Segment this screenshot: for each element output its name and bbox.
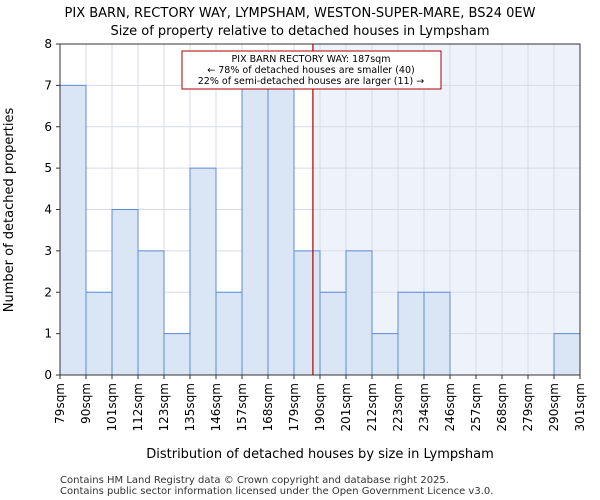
bar (293, 250, 321, 376)
bar (111, 209, 139, 376)
x-tick-label: 301sqm (573, 383, 587, 431)
y-tick-label: 1 (44, 327, 52, 341)
annotation-line-1: PIX BARN RECTORY WAY: 187sqm (232, 54, 391, 65)
y-tick-label: 6 (44, 120, 52, 134)
x-tick-label: 290sqm (547, 383, 561, 431)
bar (189, 167, 217, 376)
annotation-line-2: ← 78% of detached houses are smaller (40… (207, 65, 414, 76)
x-tick-label: 212sqm (365, 383, 379, 431)
bar (319, 291, 347, 376)
bar (397, 291, 425, 376)
bar (553, 333, 581, 376)
annotation-frame (181, 50, 442, 90)
x-axis-ticks: 79sqm 90sqm 101sqm 112sqm 123sqm 135sqm 146sqm… (53, 43, 587, 431)
x-tick-label: 179sqm (287, 383, 301, 431)
bar (163, 333, 191, 376)
chart-subtitle: Size of property relative to detached ho… (110, 24, 489, 39)
y-tick-label: 4 (44, 203, 52, 217)
footer-line-1: Contains HM Land Registry data © Crown c… (60, 475, 449, 486)
x-tick-label: 135sqm (183, 383, 197, 431)
bar (215, 291, 243, 376)
x-tick-label: 168sqm (261, 383, 275, 431)
x-tick-label: 190sqm (313, 383, 327, 431)
y-tick-label: 8 (44, 37, 52, 51)
bar (59, 84, 87, 376)
x-tick-label: 79sqm (53, 383, 67, 424)
y-tick-label: 5 (44, 161, 52, 175)
x-axis-label: Distribution of detached houses by size … (146, 447, 494, 462)
x-tick-label: 246sqm (443, 383, 457, 431)
x-tick-label: 112sqm (131, 383, 145, 431)
bar (137, 250, 165, 376)
bar (241, 84, 269, 376)
y-tick-label: 2 (44, 285, 52, 299)
x-tick-label: 257sqm (469, 383, 483, 431)
x-tick-label: 157sqm (235, 383, 249, 431)
x-tick-label: 101sqm (105, 383, 119, 431)
bar (85, 291, 113, 376)
chart-title: PIX BARN, RECTORY WAY, LYMPSHAM, WESTON-… (65, 6, 536, 21)
x-tick-label: 223sqm (391, 383, 405, 431)
x-tick-label: 146sqm (209, 383, 223, 431)
x-tick-label: 279sqm (521, 383, 535, 431)
x-tick-label: 201sqm (339, 383, 353, 431)
y-tick-label: 3 (44, 244, 52, 258)
x-tick-label: 123sqm (157, 383, 171, 431)
x-tick-label: 268sqm (495, 383, 509, 431)
y-axis-label: Number of detached properties (2, 108, 17, 313)
y-tick-label: 7 (44, 78, 52, 92)
x-tick-label: 234sqm (417, 383, 431, 431)
annotation-line-3: 22% of semi-detached houses are larger (… (198, 76, 425, 87)
axes-frame (59, 43, 581, 376)
bar (371, 333, 399, 376)
y-axis-ticks: 0 1 2 3 4 5 6 7 8 (44, 37, 60, 382)
footer-line-2: Contains public sector information licen… (60, 486, 493, 497)
y-tick-label: 0 (44, 368, 52, 382)
bar (423, 291, 451, 376)
x-tick-label: 90sqm (79, 383, 93, 424)
annotation-box: PIX BARN RECTORY WAY: 187sqm ← 78% of de… (181, 50, 442, 90)
bar (267, 84, 295, 376)
bar (345, 250, 373, 376)
